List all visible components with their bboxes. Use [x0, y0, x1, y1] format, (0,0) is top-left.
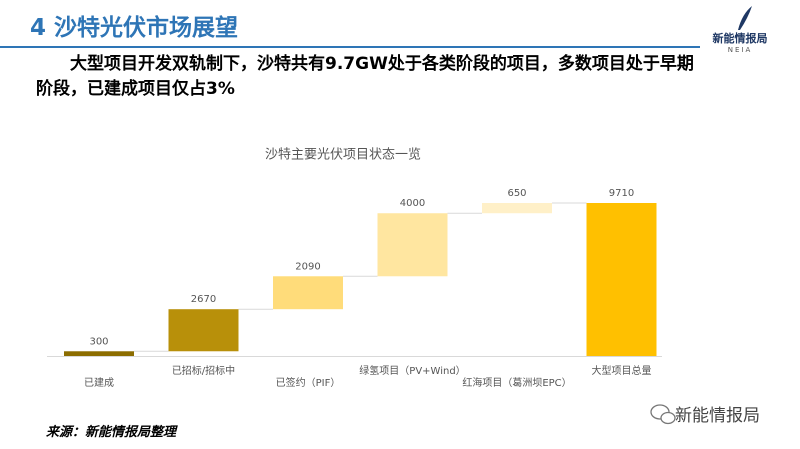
- value-label: 2670: [191, 294, 216, 305]
- bar: [273, 276, 343, 310]
- x-tick-label: 已建成: [84, 376, 114, 389]
- logo-icon: [738, 6, 752, 30]
- watermark: 新能情报局: [675, 406, 760, 426]
- bar: [168, 309, 239, 352]
- value-label: 650: [507, 188, 526, 199]
- value-label: 300: [89, 336, 108, 347]
- title-rule: [0, 46, 700, 48]
- logo-sub: NEIA: [727, 46, 753, 54]
- x-tick-label: 已签约（PIF）: [276, 376, 341, 389]
- slide-title: 4 沙特光伏市场展望: [30, 15, 239, 41]
- value-label: 9710: [609, 188, 634, 199]
- logo: 新能情报局 NEIA: [700, 2, 780, 54]
- source: 来源：新能情报局整理: [46, 425, 177, 440]
- bar: [377, 213, 448, 277]
- x-tick-label: 红海项目（葛洲坝EPC）: [462, 376, 571, 389]
- value-label: 2090: [295, 261, 320, 272]
- bar: [482, 203, 552, 214]
- logo-name: 新能情报局: [712, 32, 768, 45]
- bar: [64, 351, 134, 356]
- total-bar: [586, 203, 657, 356]
- chart-title: 沙特主要光伏项目状态一览: [265, 147, 421, 163]
- headline: 大型项目开发双轨制下，沙特共有9.7GW处于各类阶段的项目，多数项目处于早期阶段…: [36, 54, 694, 99]
- value-label: 4000: [400, 198, 425, 209]
- x-tick-label: 已招标/招标中: [172, 364, 235, 377]
- x-tick-label: 大型项目总量: [592, 364, 652, 377]
- x-tick-label: 绿氢项目（PV+Wind）: [359, 364, 465, 377]
